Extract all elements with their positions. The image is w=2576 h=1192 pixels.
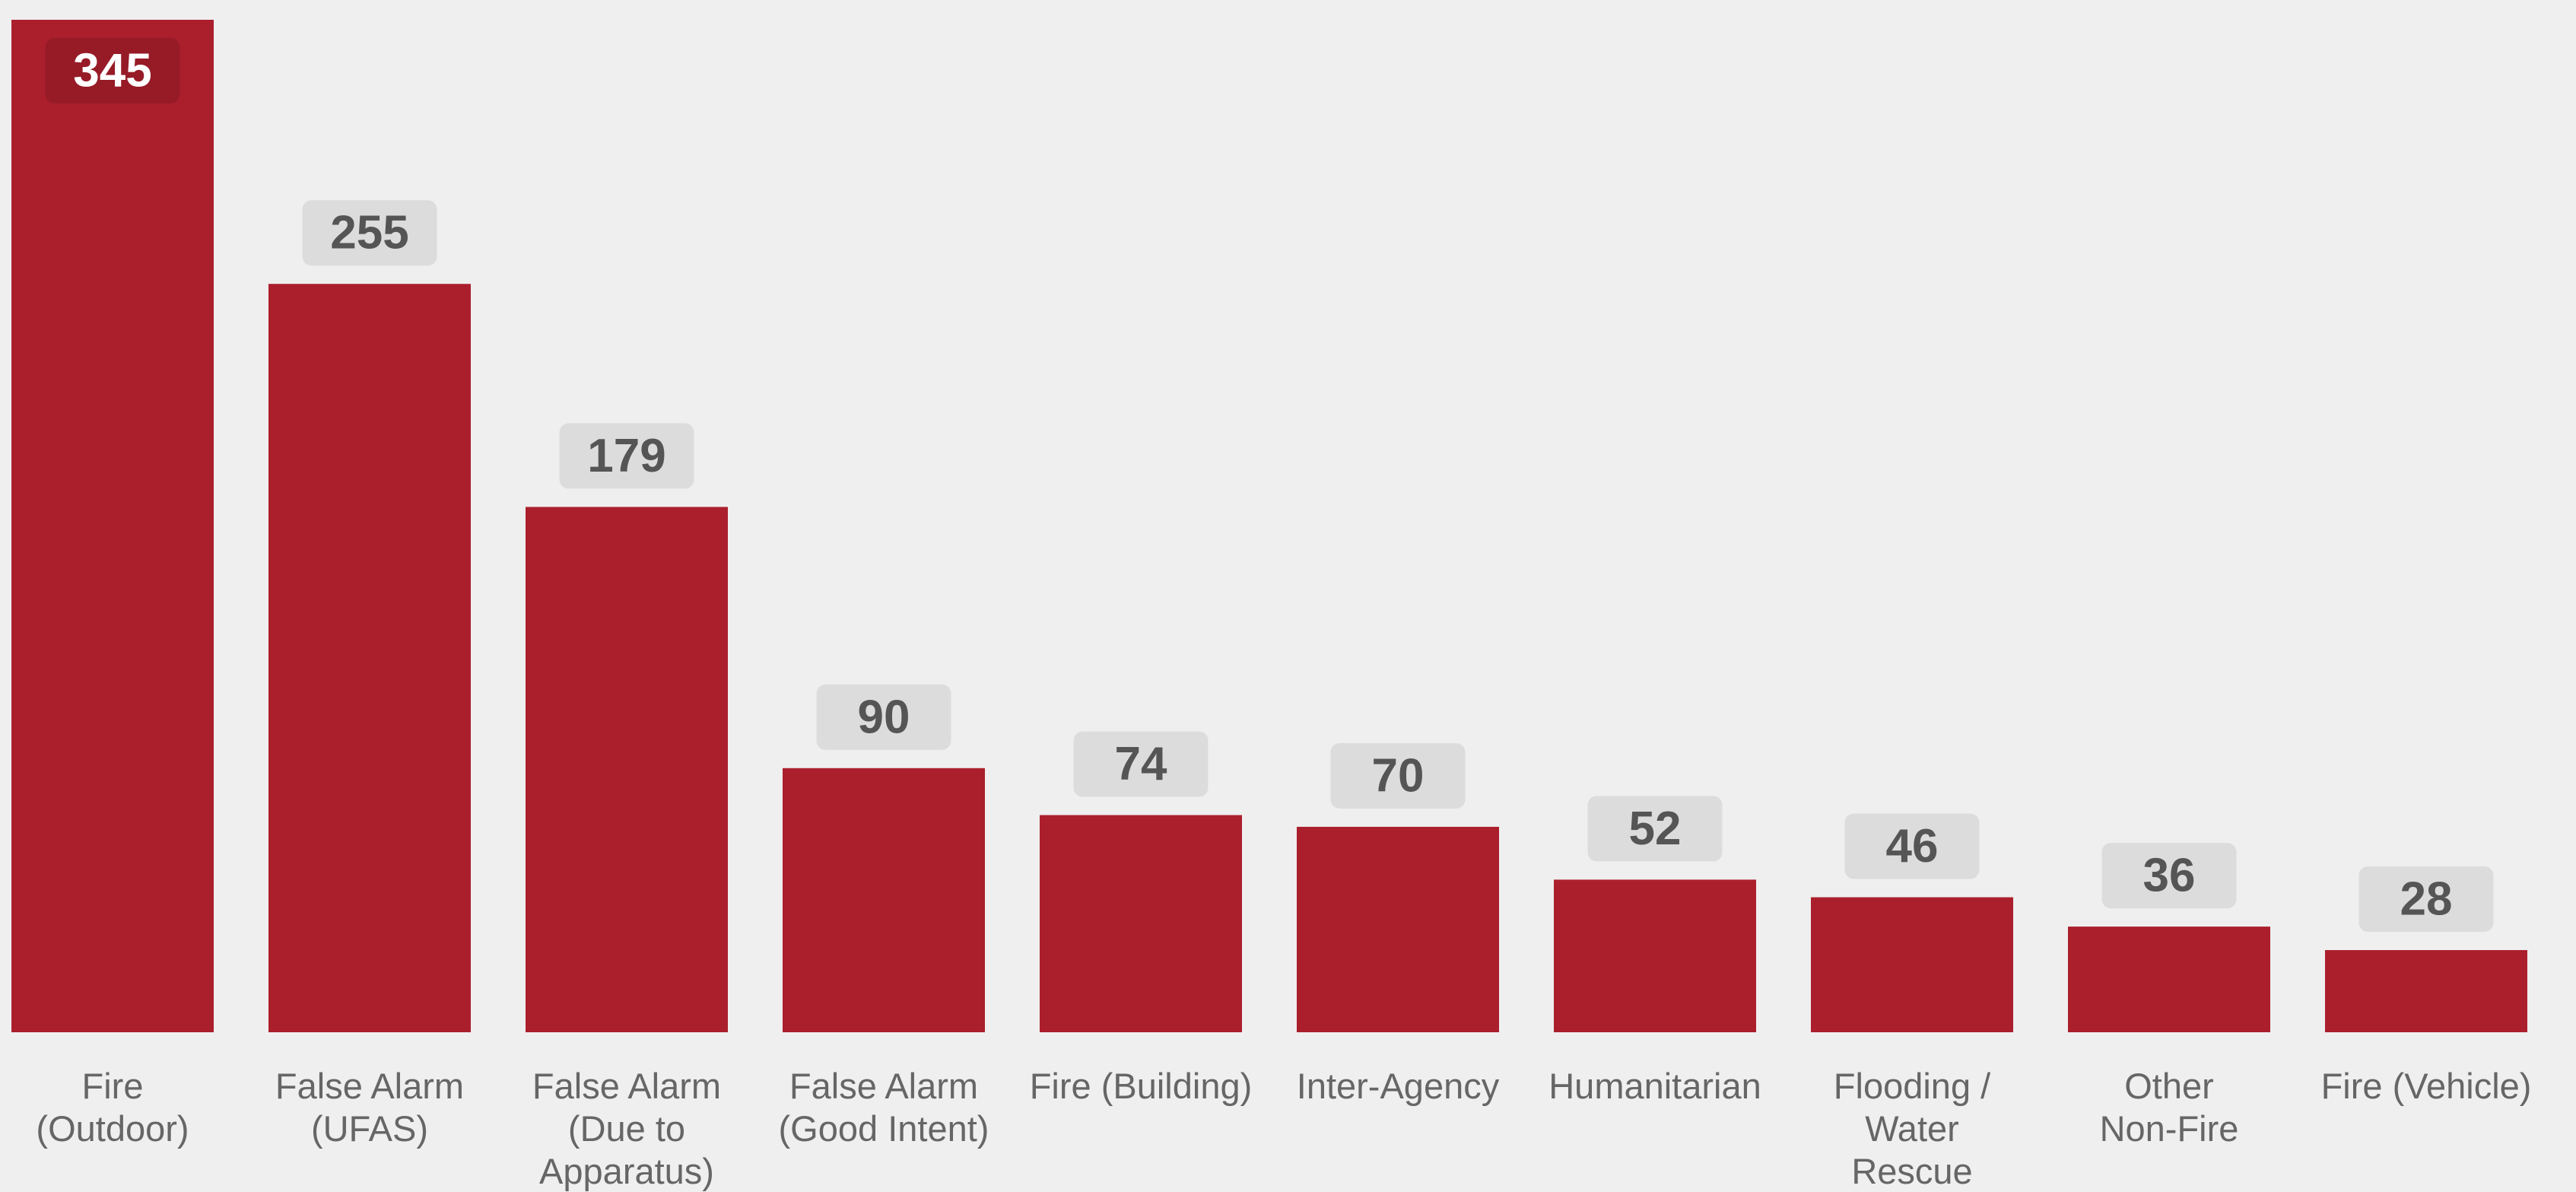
value-label: 255 xyxy=(330,207,408,259)
x-tick-label: False Alarm (Due to Apparatus) xyxy=(532,1066,722,1191)
x-tick-label: Fire (Outdoor) xyxy=(36,1066,189,1149)
bar xyxy=(783,768,985,1032)
value-label: 52 xyxy=(1629,803,1682,855)
value-label: 28 xyxy=(2400,873,2453,925)
value-badge xyxy=(1844,813,1980,879)
x-tick-label: Fire (Building) xyxy=(1029,1066,1253,1106)
bar xyxy=(268,284,471,1032)
bar xyxy=(2325,949,2527,1032)
value-badge xyxy=(2358,866,2494,932)
bar xyxy=(2068,927,2270,1032)
bar xyxy=(1297,826,1499,1032)
bar xyxy=(11,20,214,1032)
x-tick-label: False Alarm (Good Intent) xyxy=(778,1066,989,1149)
x-tick-label: Other Non-Fire xyxy=(2099,1066,2239,1149)
bar xyxy=(1811,897,2013,1032)
value-badge xyxy=(1073,731,1209,797)
value-label: 36 xyxy=(2143,850,2196,902)
value-label: 179 xyxy=(587,430,665,482)
x-tick-label: False Alarm (UFAS) xyxy=(275,1066,465,1149)
x-tick-label: Flooding / Water Rescue xyxy=(1833,1066,1991,1191)
value-badge xyxy=(1330,742,1466,809)
bar xyxy=(1040,815,1242,1032)
x-tick-label: Humanitarian xyxy=(1548,1066,1761,1106)
value-badge xyxy=(302,200,437,266)
x-tick-label: Fire (Vehicle) xyxy=(2320,1066,2532,1106)
value-label: 70 xyxy=(1372,749,1425,802)
value-label: 90 xyxy=(858,691,910,743)
value-badge xyxy=(2101,843,2237,909)
value-label: 345 xyxy=(73,45,151,97)
value-badge xyxy=(45,38,180,103)
value-badge xyxy=(816,684,951,750)
value-label: 74 xyxy=(1115,738,1167,790)
bar xyxy=(526,507,728,1032)
value-badge xyxy=(559,423,694,489)
bar xyxy=(1554,879,1756,1032)
value-badge xyxy=(1587,796,1723,862)
value-label: 46 xyxy=(1886,820,1939,873)
x-tick-label: Inter-Agency xyxy=(1296,1066,1500,1106)
